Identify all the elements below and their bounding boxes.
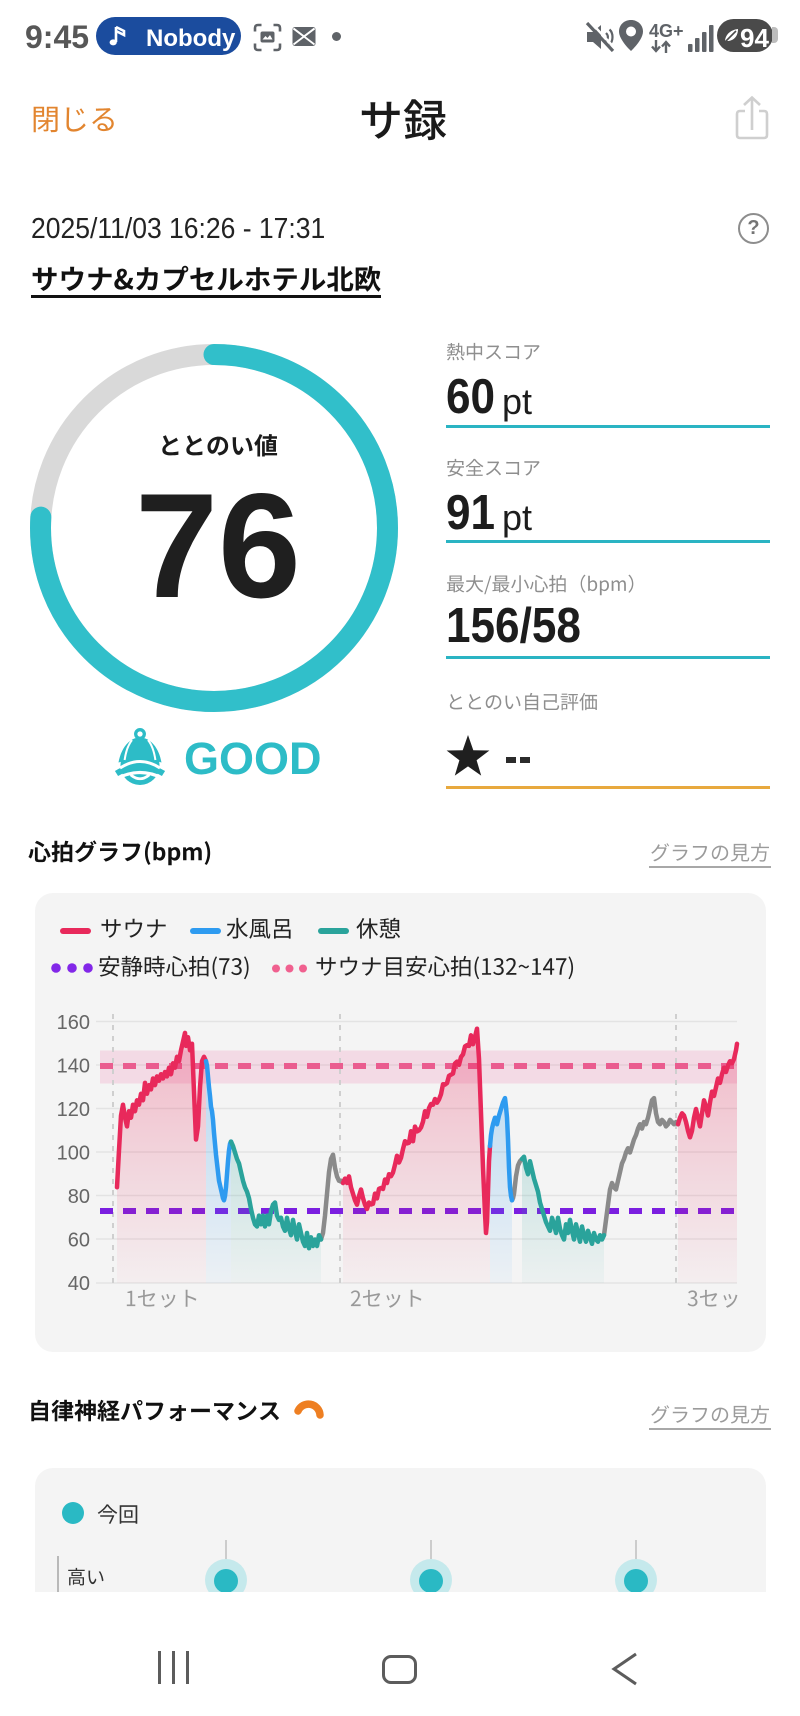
svg-text:40: 40 <box>68 1273 90 1295</box>
svg-text:60: 60 <box>68 1230 90 1252</box>
svg-text:160: 160 <box>57 1012 90 1034</box>
svg-text:100: 100 <box>57 1143 90 1165</box>
svg-text:80: 80 <box>68 1186 90 1208</box>
svg-text:120: 120 <box>57 1099 90 1121</box>
svg-text:140: 140 <box>57 1056 90 1078</box>
